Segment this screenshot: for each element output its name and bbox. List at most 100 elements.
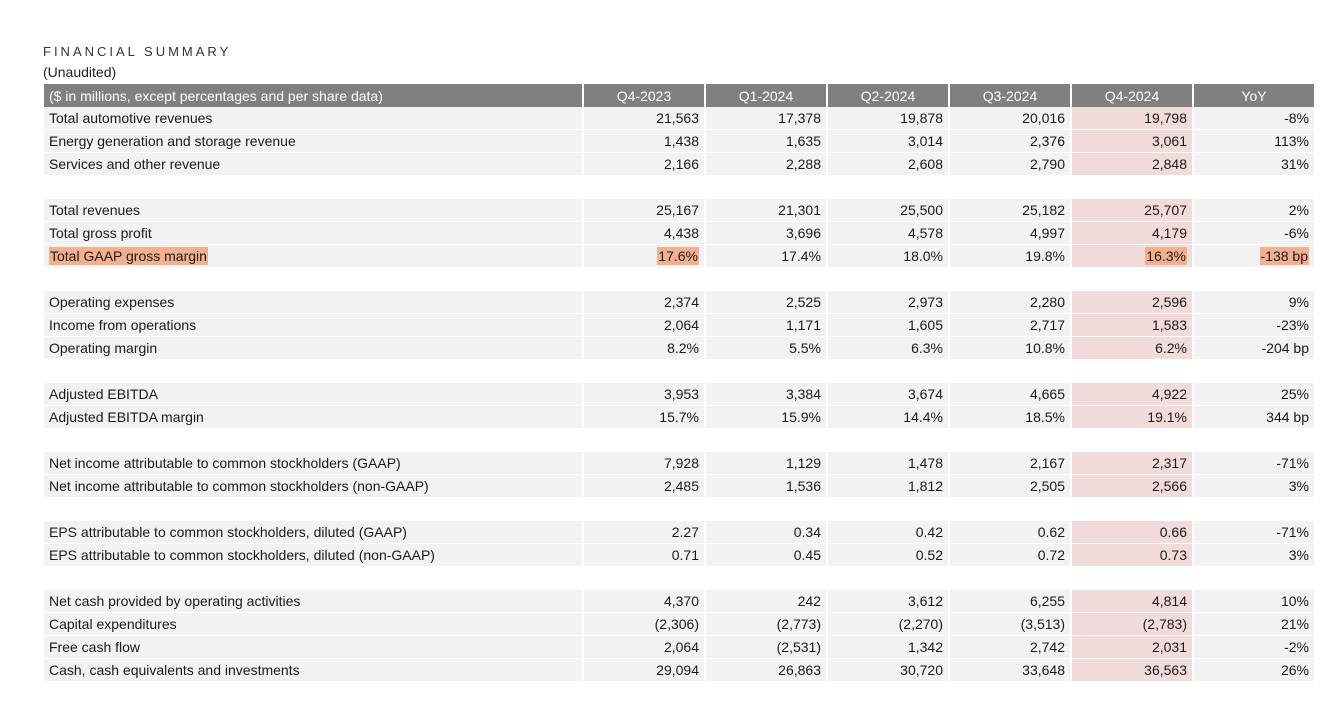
row-label-text: Services and other revenue (49, 156, 221, 172)
cell-q1-2024: 15.9% (706, 406, 828, 429)
table-row: EPS attributable to common stockholders,… (44, 544, 1314, 567)
cell-yoy: 31% (1194, 153, 1314, 176)
spacer-cell (44, 429, 1314, 452)
cell-yoy: 26% (1194, 659, 1314, 682)
cell-value: 6.3% (911, 340, 943, 356)
cell-value: 1,438 (663, 133, 699, 149)
cell-q2-2024: 30,720 (828, 659, 950, 682)
cell-q4-2023: 8.2% (584, 337, 706, 360)
cell-q1-2024: 3,384 (706, 383, 828, 406)
row-label-text: Total automotive revenues (49, 110, 213, 126)
row-label: Operating expenses (44, 291, 584, 314)
cell-value: 1,171 (785, 317, 821, 333)
cell-q1-2024: 17,378 (706, 107, 828, 130)
cell-value: -2% (1284, 639, 1309, 655)
cell-q2-2024: 2,973 (828, 291, 950, 314)
cell-q4-2023: 15.7% (584, 406, 706, 429)
cell-value: 2,566 (1151, 478, 1187, 494)
cell-value: (3,513) (1020, 616, 1065, 632)
cell-value: 2,717 (1029, 317, 1065, 333)
cell-yoy: 113% (1194, 130, 1314, 153)
cell-value: 17.4% (781, 248, 821, 264)
cell-q1-2024: 242 (706, 590, 828, 613)
row-label-text: Net cash provided by operating activitie… (49, 593, 301, 609)
cell-value: 4,179 (1151, 225, 1187, 241)
cell-value: 0.52 (915, 547, 943, 563)
cell-q4-2023: 21,563 (584, 107, 706, 130)
cell-q3-2024: 2,280 (950, 291, 1072, 314)
cell-value: 2,608 (907, 156, 943, 172)
cell-yoy: 25% (1194, 383, 1314, 406)
cell-value: 2,064 (663, 639, 699, 655)
table-header-row: ($ in millions, except percentages and p… (44, 84, 1314, 107)
cell-value: -6% (1284, 225, 1309, 241)
row-label: Cash, cash equivalents and investments (44, 659, 584, 682)
row-label-text: Income from operations (49, 317, 197, 333)
cell-value: (2,783) (1142, 616, 1187, 632)
cell-yoy: -71% (1194, 521, 1314, 544)
cell-value: 26% (1280, 662, 1309, 678)
cell-q2-2024: 25,500 (828, 199, 950, 222)
cell-q3-2024: 2,717 (950, 314, 1072, 337)
cell-yoy: 3% (1194, 544, 1314, 567)
cell-value: 344 bp (1266, 409, 1309, 425)
cell-value: 6.2% (1155, 340, 1187, 356)
cell-q4-2024: 4,922 (1072, 383, 1194, 406)
cell-yoy: -71% (1194, 452, 1314, 475)
cell-value: 2,742 (1029, 639, 1065, 655)
cell-value: 25,500 (900, 202, 943, 218)
row-label-text: EPS attributable to common stockholders,… (49, 547, 435, 563)
financial-summary-table: ($ in millions, except percentages and p… (44, 84, 1314, 682)
row-label: EPS attributable to common stockholders,… (44, 521, 584, 544)
cell-q4-2023: 1,438 (584, 130, 706, 153)
cell-value: 25,182 (1022, 202, 1065, 218)
table-row: Cash, cash equivalents and investments 29… (44, 659, 1314, 682)
cell-value: (2,306) (654, 616, 699, 632)
table-row: Operating expenses 2,374 2,525 2,973 2,280 2,… (44, 291, 1314, 314)
cell-value: 1,536 (785, 478, 821, 494)
cell-value: 3,384 (785, 386, 821, 402)
cell-value: 21% (1280, 616, 1309, 632)
cell-value: 2,485 (663, 478, 699, 494)
cell-q4-2023: 3,953 (584, 383, 706, 406)
table-body: Total automotive revenues 21,563 17,378 19,… (44, 107, 1314, 682)
cell-value: 2,790 (1029, 156, 1065, 172)
cell-value: 2,166 (663, 156, 699, 172)
cell-value: 2.27 (671, 524, 699, 540)
cell-q3-2024: 4,665 (950, 383, 1072, 406)
cell-value: 2,288 (785, 156, 821, 172)
cell-value: 7,928 (663, 455, 699, 471)
row-label: EPS attributable to common stockholders,… (44, 544, 584, 567)
cell-value: 18.5% (1025, 409, 1065, 425)
spacer-cell (44, 360, 1314, 383)
report-title: FINANCIAL SUMMARY (43, 44, 232, 59)
table-row: Free cash flow 2,064 (2,531) 1,342 2,742 2,03… (44, 636, 1314, 659)
cell-q3-2024: 19.8% (950, 245, 1072, 268)
table-row: Capital expenditures (2,306) (2,773) (2,270… (44, 613, 1314, 636)
cell-value: -71% (1276, 524, 1309, 540)
cell-q4-2024: 2,596 (1072, 291, 1194, 314)
cell-q1-2024: (2,773) (706, 613, 828, 636)
cell-q4-2024: 1,583 (1072, 314, 1194, 337)
cell-q3-2024: 2,376 (950, 130, 1072, 153)
cell-q2-2024: 19,878 (828, 107, 950, 130)
table-row: Services and other revenue 2,166 2,288 2,60… (44, 153, 1314, 176)
cell-value: 0.45 (793, 547, 821, 563)
cell-value: 3,696 (785, 225, 821, 241)
row-label-text: Total gross profit (49, 225, 152, 241)
row-label: Net income attributable to common stockh… (44, 475, 584, 498)
cell-value: 4,578 (907, 225, 943, 241)
row-label: Total automotive revenues (44, 107, 584, 130)
cell-value: 19.1% (1147, 409, 1187, 425)
cell-q2-2024: 3,674 (828, 383, 950, 406)
cell-value: 242 (797, 593, 821, 609)
cell-q1-2024: 5.5% (706, 337, 828, 360)
cell-value: 0.42 (915, 524, 943, 540)
row-label: Adjusted EBITDA margin (44, 406, 584, 429)
cell-value: 2,596 (1151, 294, 1187, 310)
cell-q1-2024: (2,531) (706, 636, 828, 659)
cell-yoy: -8% (1194, 107, 1314, 130)
cell-value: 18.0% (903, 248, 943, 264)
column-header-q3-2024: Q3-2024 (950, 84, 1072, 107)
cell-value: 1,635 (785, 133, 821, 149)
